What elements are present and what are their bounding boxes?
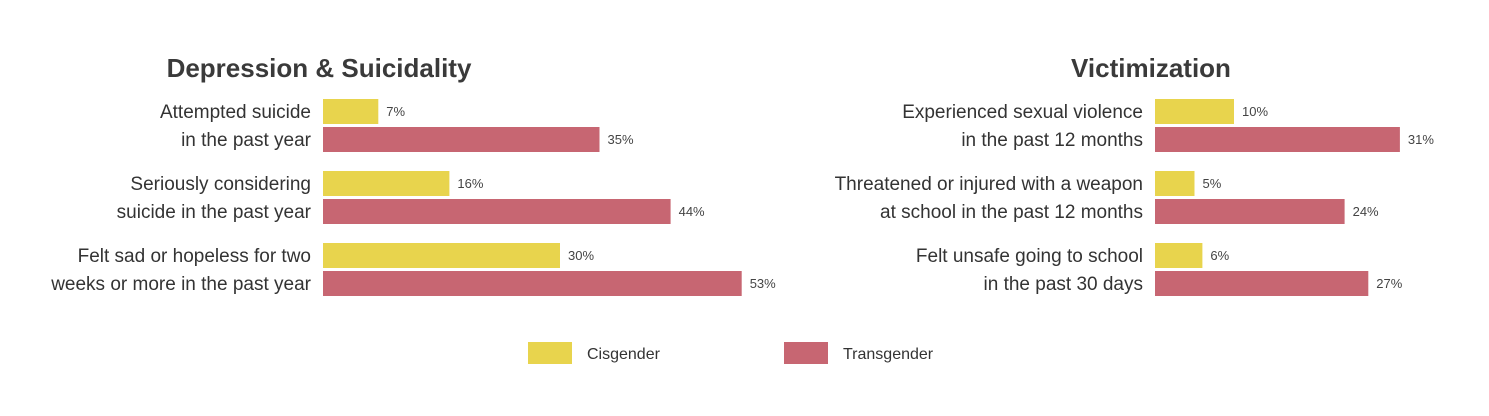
bar-0-2-0 xyxy=(323,243,560,268)
bar-0-2-1 xyxy=(323,271,742,296)
value-label-0-2-0: 30% xyxy=(568,248,594,263)
category-label-1-2-0: Felt unsafe going to school xyxy=(916,246,1143,267)
legend-swatch-cisgender xyxy=(528,342,572,364)
value-label-1-2-0: 6% xyxy=(1210,248,1229,263)
bar-1-1-1 xyxy=(1155,199,1345,224)
bar-1-2-0 xyxy=(1155,243,1203,268)
value-label-1-0-1: 31% xyxy=(1408,132,1434,147)
bar-0-0-1 xyxy=(323,127,600,152)
category-label-0-0-0: Attempted suicide xyxy=(160,102,311,123)
category-label-0-0-1: in the past year xyxy=(181,130,312,151)
chart-title-1: Victimization xyxy=(1071,53,1231,83)
value-label-1-2-1: 27% xyxy=(1376,276,1402,291)
legend-label-cisgender: Cisgender xyxy=(587,346,661,363)
category-label-1-1-0: Threatened or injured with a weapon xyxy=(835,174,1143,195)
category-label-1-1-1: at school in the past 12 months xyxy=(880,202,1143,223)
bar-0-1-1 xyxy=(323,199,671,224)
value-label-1-0-0: 10% xyxy=(1242,104,1268,119)
value-label-0-0-0: 7% xyxy=(386,104,405,119)
category-label-1-0-0: Experienced sexual violence xyxy=(902,102,1143,123)
bar-0-0-0 xyxy=(323,99,379,124)
legend: Cisgender Transgender xyxy=(528,342,934,364)
category-label-1-0-1: in the past 12 months xyxy=(961,130,1143,151)
bar-1-0-1 xyxy=(1155,127,1400,152)
category-label-0-2-1: weeks or more in the past year xyxy=(50,274,311,295)
chart-panel-1: Victimization Experienced sexual violence… xyxy=(835,53,1434,296)
category-label-1-2-1: in the past 30 days xyxy=(984,274,1144,295)
value-label-0-2-1: 53% xyxy=(750,276,776,291)
legend-label-transgender: Transgender xyxy=(843,346,934,363)
bar-1-1-0 xyxy=(1155,171,1195,196)
bar-0-1-0 xyxy=(323,171,450,196)
bar-1-2-1 xyxy=(1155,271,1369,296)
category-label-0-1-0: Seriously considering xyxy=(130,174,311,195)
chart-title-0: Depression & Suicidality xyxy=(167,53,472,83)
category-label-0-2-0: Felt sad or hopeless for two xyxy=(78,246,311,267)
value-label-0-1-1: 44% xyxy=(679,204,705,219)
category-label-0-1-1: suicide in the past year xyxy=(117,202,312,223)
legend-swatch-transgender xyxy=(784,342,828,364)
value-label-1-1-0: 5% xyxy=(1203,176,1222,191)
value-label-0-1-0: 16% xyxy=(457,176,483,191)
value-label-0-0-1: 35% xyxy=(608,132,634,147)
chart-panel-0: Depression & Suicidality Attempted suicid… xyxy=(50,53,776,296)
value-label-1-1-1: 24% xyxy=(1353,204,1379,219)
bar-1-0-0 xyxy=(1155,99,1234,124)
